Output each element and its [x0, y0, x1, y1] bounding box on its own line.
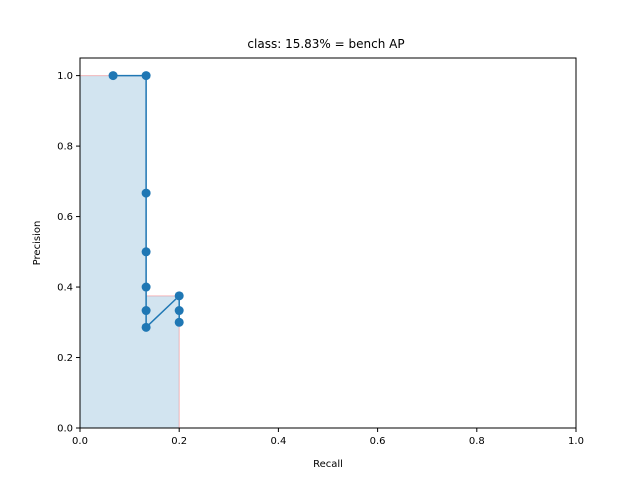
- data-point: [141, 282, 151, 292]
- x-tick-label: 0.4: [270, 436, 286, 447]
- data-point: [141, 71, 151, 81]
- x-tick-label: 0.8: [469, 436, 485, 447]
- series-layer: [108, 71, 184, 332]
- chart-title: class: 15.83% = bench AP: [247, 37, 404, 51]
- y-tick-label: 0.4: [57, 283, 73, 294]
- x-tick-label: 1.0: [568, 436, 584, 447]
- data-point: [174, 306, 184, 316]
- y-tick-label: 0.8: [57, 142, 73, 153]
- data-point: [141, 188, 151, 198]
- y-axis-ticks: 0.0 0.2 0.4 0.6 0.8 1.0: [57, 71, 80, 435]
- series-line: [113, 74, 180, 329]
- ap-area-fill: [80, 75, 180, 428]
- y-axis-label: Precision: [32, 221, 43, 266]
- y-tick-label: 1.0: [57, 71, 73, 82]
- y-tick-label: 0.0: [57, 424, 73, 435]
- data-point: [141, 247, 151, 257]
- ap-area-layer: [80, 75, 180, 428]
- data-point: [141, 306, 151, 316]
- data-point: [174, 317, 184, 327]
- y-tick-label: 0.6: [57, 212, 73, 223]
- data-point: [108, 71, 118, 81]
- x-axis-label: Recall: [313, 459, 343, 470]
- x-axis-ticks: 0.0 0.2 0.4 0.6 0.8 1.0: [72, 428, 584, 447]
- x-tick-label: 0.0: [72, 436, 88, 447]
- y-tick-label: 0.2: [57, 353, 73, 364]
- x-tick-label: 0.2: [171, 436, 187, 447]
- x-tick-label: 0.6: [370, 436, 386, 447]
- data-point: [141, 322, 151, 332]
- plot-frame: [79, 57, 577, 429]
- data-point: [174, 291, 184, 301]
